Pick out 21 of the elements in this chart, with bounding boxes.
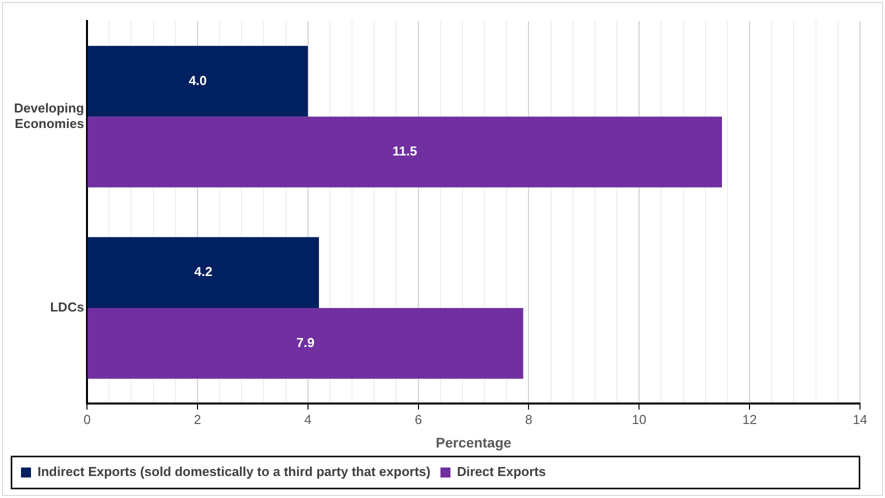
x-axis-title: Percentage bbox=[436, 434, 512, 450]
x-tick-label: 6 bbox=[414, 412, 422, 427]
x-tick-label: 4 bbox=[304, 412, 312, 427]
legend-label: Indirect Exports (sold domestically to a third party that exports) bbox=[38, 464, 430, 480]
y-tick-label: Developing Economies bbox=[14, 100, 84, 132]
data-label: 11.5 bbox=[392, 144, 418, 159]
bar bbox=[88, 116, 722, 188]
bar bbox=[88, 308, 524, 379]
data-label: 4.0 bbox=[188, 72, 207, 88]
x-tick-label: 0 bbox=[83, 412, 91, 427]
x-tick-label: 14 bbox=[852, 412, 868, 427]
x-tick-label: 8 bbox=[525, 412, 532, 427]
legend-label: Direct Exports bbox=[456, 464, 546, 480]
x-tick-label: 12 bbox=[742, 412, 757, 427]
bar bbox=[88, 46, 308, 117]
y-tick-label: LDCs bbox=[50, 300, 84, 315]
x-tick-label: 2 bbox=[194, 412, 202, 427]
data-label: 4.2 bbox=[194, 264, 212, 280]
data-label: 7.9 bbox=[296, 334, 314, 350]
bar bbox=[88, 237, 319, 308]
x-tick-label: 10 bbox=[632, 412, 646, 427]
